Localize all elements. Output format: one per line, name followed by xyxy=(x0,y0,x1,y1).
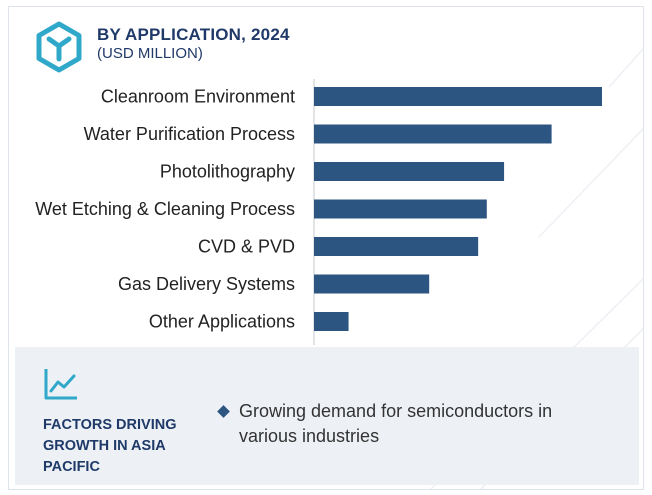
factors-title: FACTORS DRIVING GROWTH IN ASIA PACIFIC xyxy=(43,417,177,475)
hexagon-logo-icon xyxy=(36,21,82,73)
bar-3 xyxy=(314,199,487,219)
bar-5 xyxy=(314,274,430,294)
category-label-2: Photolithography xyxy=(160,162,295,182)
bar-chart: Cleanroom Environment Water Purification … xyxy=(35,79,602,345)
factors-panel: FACTORS DRIVING GROWTH IN ASIA PACIFIC G… xyxy=(15,347,639,485)
chart-subtitle: (USD MILLION) xyxy=(97,45,203,62)
bar-1 xyxy=(314,124,552,144)
chart-title: BY APPLICATION, 2024 xyxy=(97,25,290,44)
category-label-0: Cleanroom Environment xyxy=(101,87,295,107)
trend-line-icon xyxy=(44,369,77,400)
bar-4 xyxy=(314,237,479,256)
bar-0 xyxy=(314,87,602,106)
category-label-5: Gas Delivery Systems xyxy=(118,274,295,294)
chart-card: BY APPLICATION, 2024 (USD MILLION) Clean… xyxy=(8,6,644,490)
category-label-6: Other Applications xyxy=(149,312,295,332)
category-label-4: CVD & PVD xyxy=(198,237,295,257)
bar-2 xyxy=(314,162,505,181)
bar-6 xyxy=(314,312,349,331)
category-label-3: Wet Etching & Cleaning Process xyxy=(35,199,295,219)
category-label-1: Water Purification Process xyxy=(84,124,295,144)
diamond-bullet-icon xyxy=(217,405,230,418)
factor-text: Growing demand for semiconductors in var… xyxy=(239,401,553,446)
